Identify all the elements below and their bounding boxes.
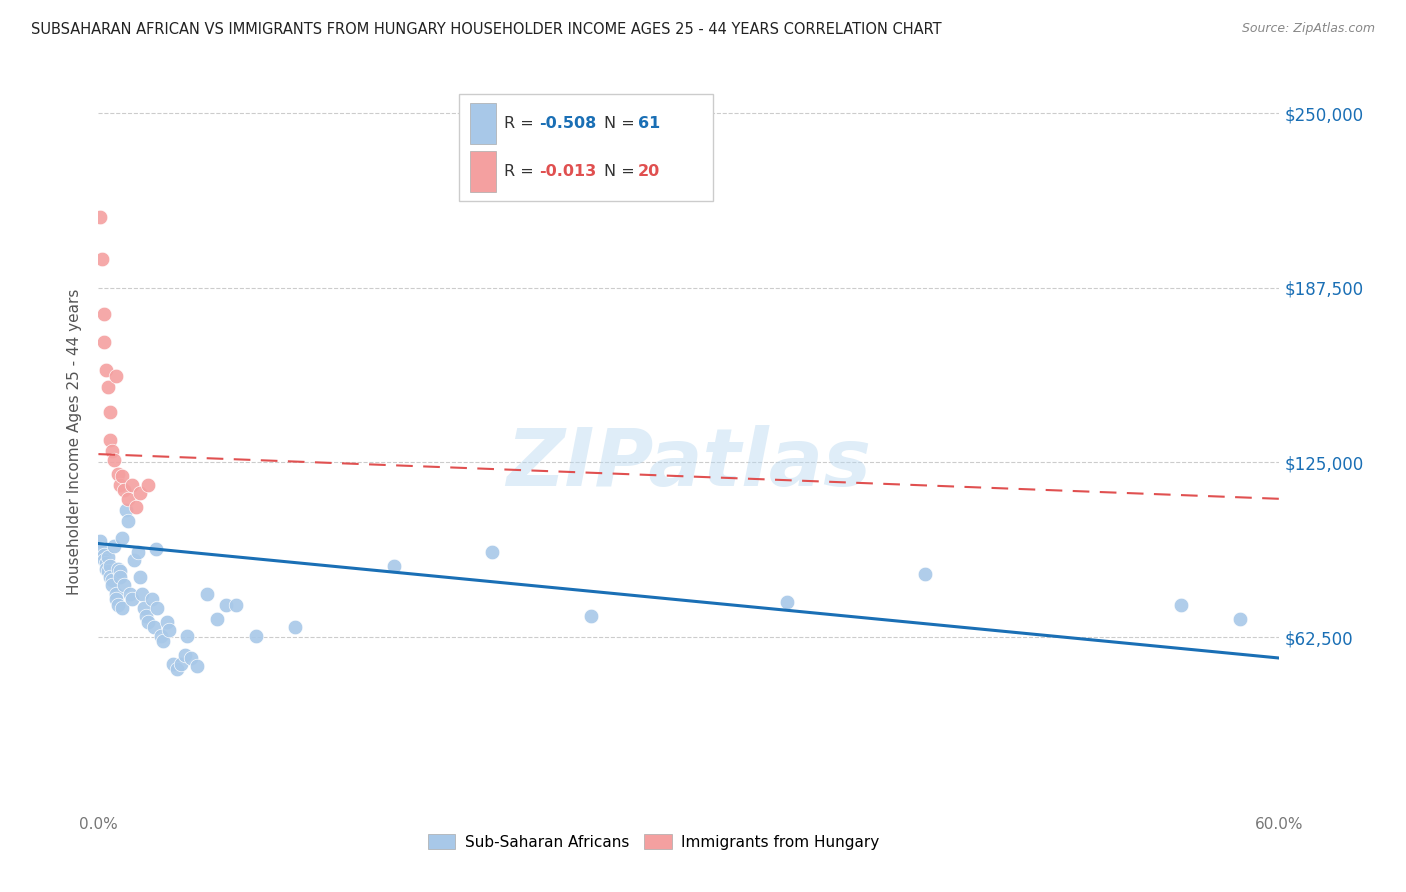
Point: [245, 629, 267, 643]
Point: [128, 570, 150, 584]
Point: [121, 478, 143, 492]
Text: R =: R =: [503, 164, 538, 178]
Point: [97, 380, 120, 394]
Point: [101, 444, 124, 458]
Point: [225, 598, 247, 612]
Legend: Sub-Saharan Africans, Immigrants from Hungary: Sub-Saharan Africans, Immigrants from Hu…: [422, 828, 886, 856]
Point: [93, 335, 115, 350]
Point: [98, 558, 121, 573]
Point: [131, 587, 153, 601]
Point: [91, 252, 114, 266]
Point: [145, 542, 167, 557]
Point: [111, 600, 134, 615]
Point: [186, 659, 208, 673]
Point: [176, 629, 198, 643]
Point: [215, 598, 238, 612]
Point: [98, 433, 121, 447]
Point: [89, 533, 111, 548]
Point: [101, 573, 124, 587]
Point: [136, 615, 159, 629]
Point: [112, 483, 135, 498]
Text: ZIPatlas: ZIPatlas: [506, 425, 872, 503]
Point: [108, 478, 131, 492]
Point: [174, 648, 197, 663]
Point: [117, 514, 139, 528]
Bar: [471, 103, 496, 144]
Text: SUBSAHARAN AFRICAN VS IMMIGRANTS FROM HUNGARY HOUSEHOLDER INCOME AGES 25 - 44 YE: SUBSAHARAN AFRICAN VS IMMIGRANTS FROM HU…: [31, 22, 942, 37]
Point: [128, 486, 150, 500]
Point: [105, 587, 128, 601]
Point: [108, 565, 131, 579]
Point: [89, 210, 111, 224]
Point: [108, 570, 131, 584]
Point: [111, 531, 134, 545]
Y-axis label: Householder Income Ages 25 - 44 years: Householder Income Ages 25 - 44 years: [67, 288, 83, 595]
Point: [481, 545, 503, 559]
Point: [122, 553, 145, 567]
Point: [118, 587, 141, 601]
Point: [105, 368, 128, 383]
Point: [132, 600, 155, 615]
Point: [107, 562, 129, 576]
Point: [101, 578, 124, 592]
Point: [166, 662, 188, 676]
Point: [96, 562, 118, 576]
Point: [579, 609, 602, 624]
Point: [1170, 598, 1192, 612]
Point: [152, 634, 174, 648]
Point: [776, 595, 799, 609]
Point: [107, 598, 129, 612]
Point: [91, 542, 114, 557]
Text: N =: N =: [605, 164, 640, 178]
Point: [205, 612, 228, 626]
Point: [382, 558, 405, 573]
Point: [96, 556, 118, 570]
Text: R =: R =: [503, 116, 538, 131]
Text: 20: 20: [638, 164, 661, 178]
Point: [98, 405, 121, 419]
Point: [180, 651, 202, 665]
Point: [136, 478, 159, 492]
Point: [170, 657, 193, 671]
Point: [96, 363, 118, 377]
Point: [125, 500, 148, 515]
Point: [127, 545, 149, 559]
Point: [93, 553, 115, 567]
Point: [146, 600, 169, 615]
Point: [111, 469, 134, 483]
Point: [156, 615, 179, 629]
Point: [117, 491, 139, 506]
FancyBboxPatch shape: [458, 94, 713, 201]
Point: [105, 592, 128, 607]
Point: [162, 657, 184, 671]
Point: [97, 550, 120, 565]
Text: Source: ZipAtlas.com: Source: ZipAtlas.com: [1241, 22, 1375, 36]
Point: [112, 578, 135, 592]
Point: [195, 587, 218, 601]
Point: [135, 609, 157, 624]
Point: [150, 629, 173, 643]
Point: [914, 567, 936, 582]
Point: [284, 620, 307, 634]
Point: [115, 503, 138, 517]
Point: [103, 539, 125, 553]
Point: [93, 307, 115, 321]
Point: [142, 620, 165, 634]
Point: [103, 452, 125, 467]
Text: -0.508: -0.508: [538, 116, 596, 131]
Point: [98, 570, 121, 584]
Bar: [471, 151, 496, 192]
Point: [141, 592, 163, 607]
Point: [93, 548, 115, 562]
Point: [97, 565, 120, 579]
Point: [107, 467, 129, 481]
Text: 61: 61: [638, 116, 661, 131]
Text: N =: N =: [605, 116, 640, 131]
Text: -0.013: -0.013: [538, 164, 596, 178]
Point: [1229, 612, 1251, 626]
Point: [121, 592, 143, 607]
Point: [157, 623, 180, 637]
